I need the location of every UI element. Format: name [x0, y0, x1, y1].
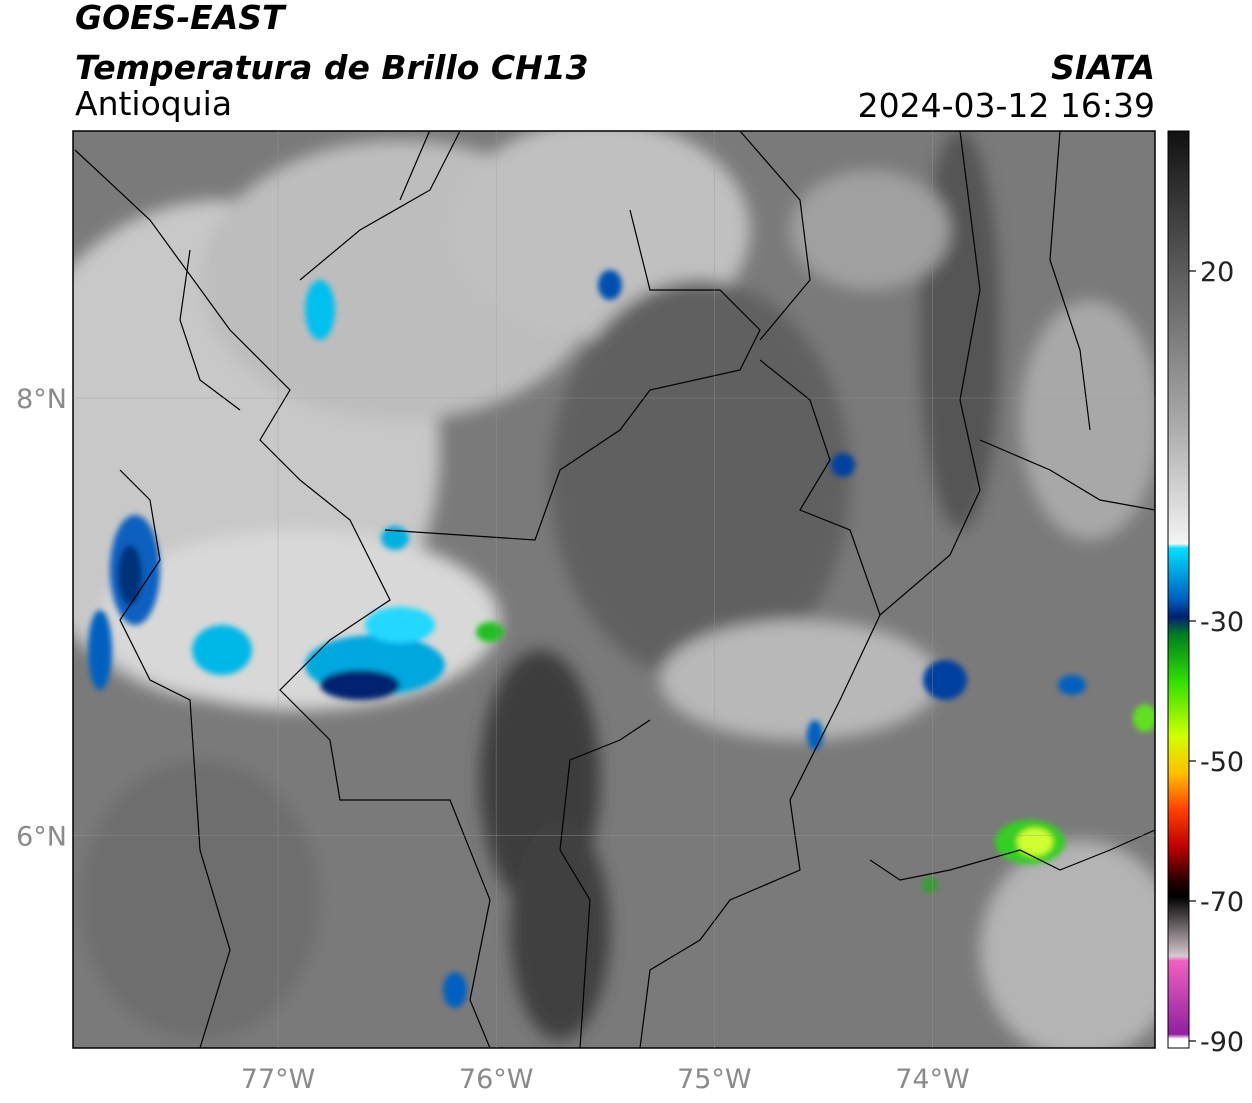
lat-tick-label: 6°N [16, 822, 67, 853]
colorbar-tick-label: -70 [1200, 887, 1244, 918]
product-title: Temperatura de Brillo CH13 [75, 48, 589, 87]
lon-tick-label: 74°W [895, 1064, 970, 1095]
colorbar [1167, 130, 1190, 1049]
lat-tick-label: 8°N [16, 384, 67, 415]
datetime-label: 2024-03-12 16:39 [858, 86, 1155, 125]
lon-tick-label: 77°W [241, 1064, 316, 1095]
colorbar-tick-label: -90 [1200, 1027, 1244, 1058]
satellite-title: GOES-EAST [75, 0, 287, 37]
region-label: Antioquia [75, 84, 232, 123]
borders [74, 131, 1155, 1048]
colorbar-tick-label: -50 [1200, 747, 1244, 778]
colorbar-tick-label: 20 [1200, 257, 1234, 288]
agency-label: SIATA [1051, 48, 1155, 87]
lon-tick-label: 75°W [677, 1064, 752, 1095]
lon-tick-label: 76°W [459, 1064, 534, 1095]
satellite-image [73, 131, 1155, 1048]
colorbar-tick-label: -30 [1200, 607, 1244, 638]
map-frame [72, 130, 1156, 1049]
